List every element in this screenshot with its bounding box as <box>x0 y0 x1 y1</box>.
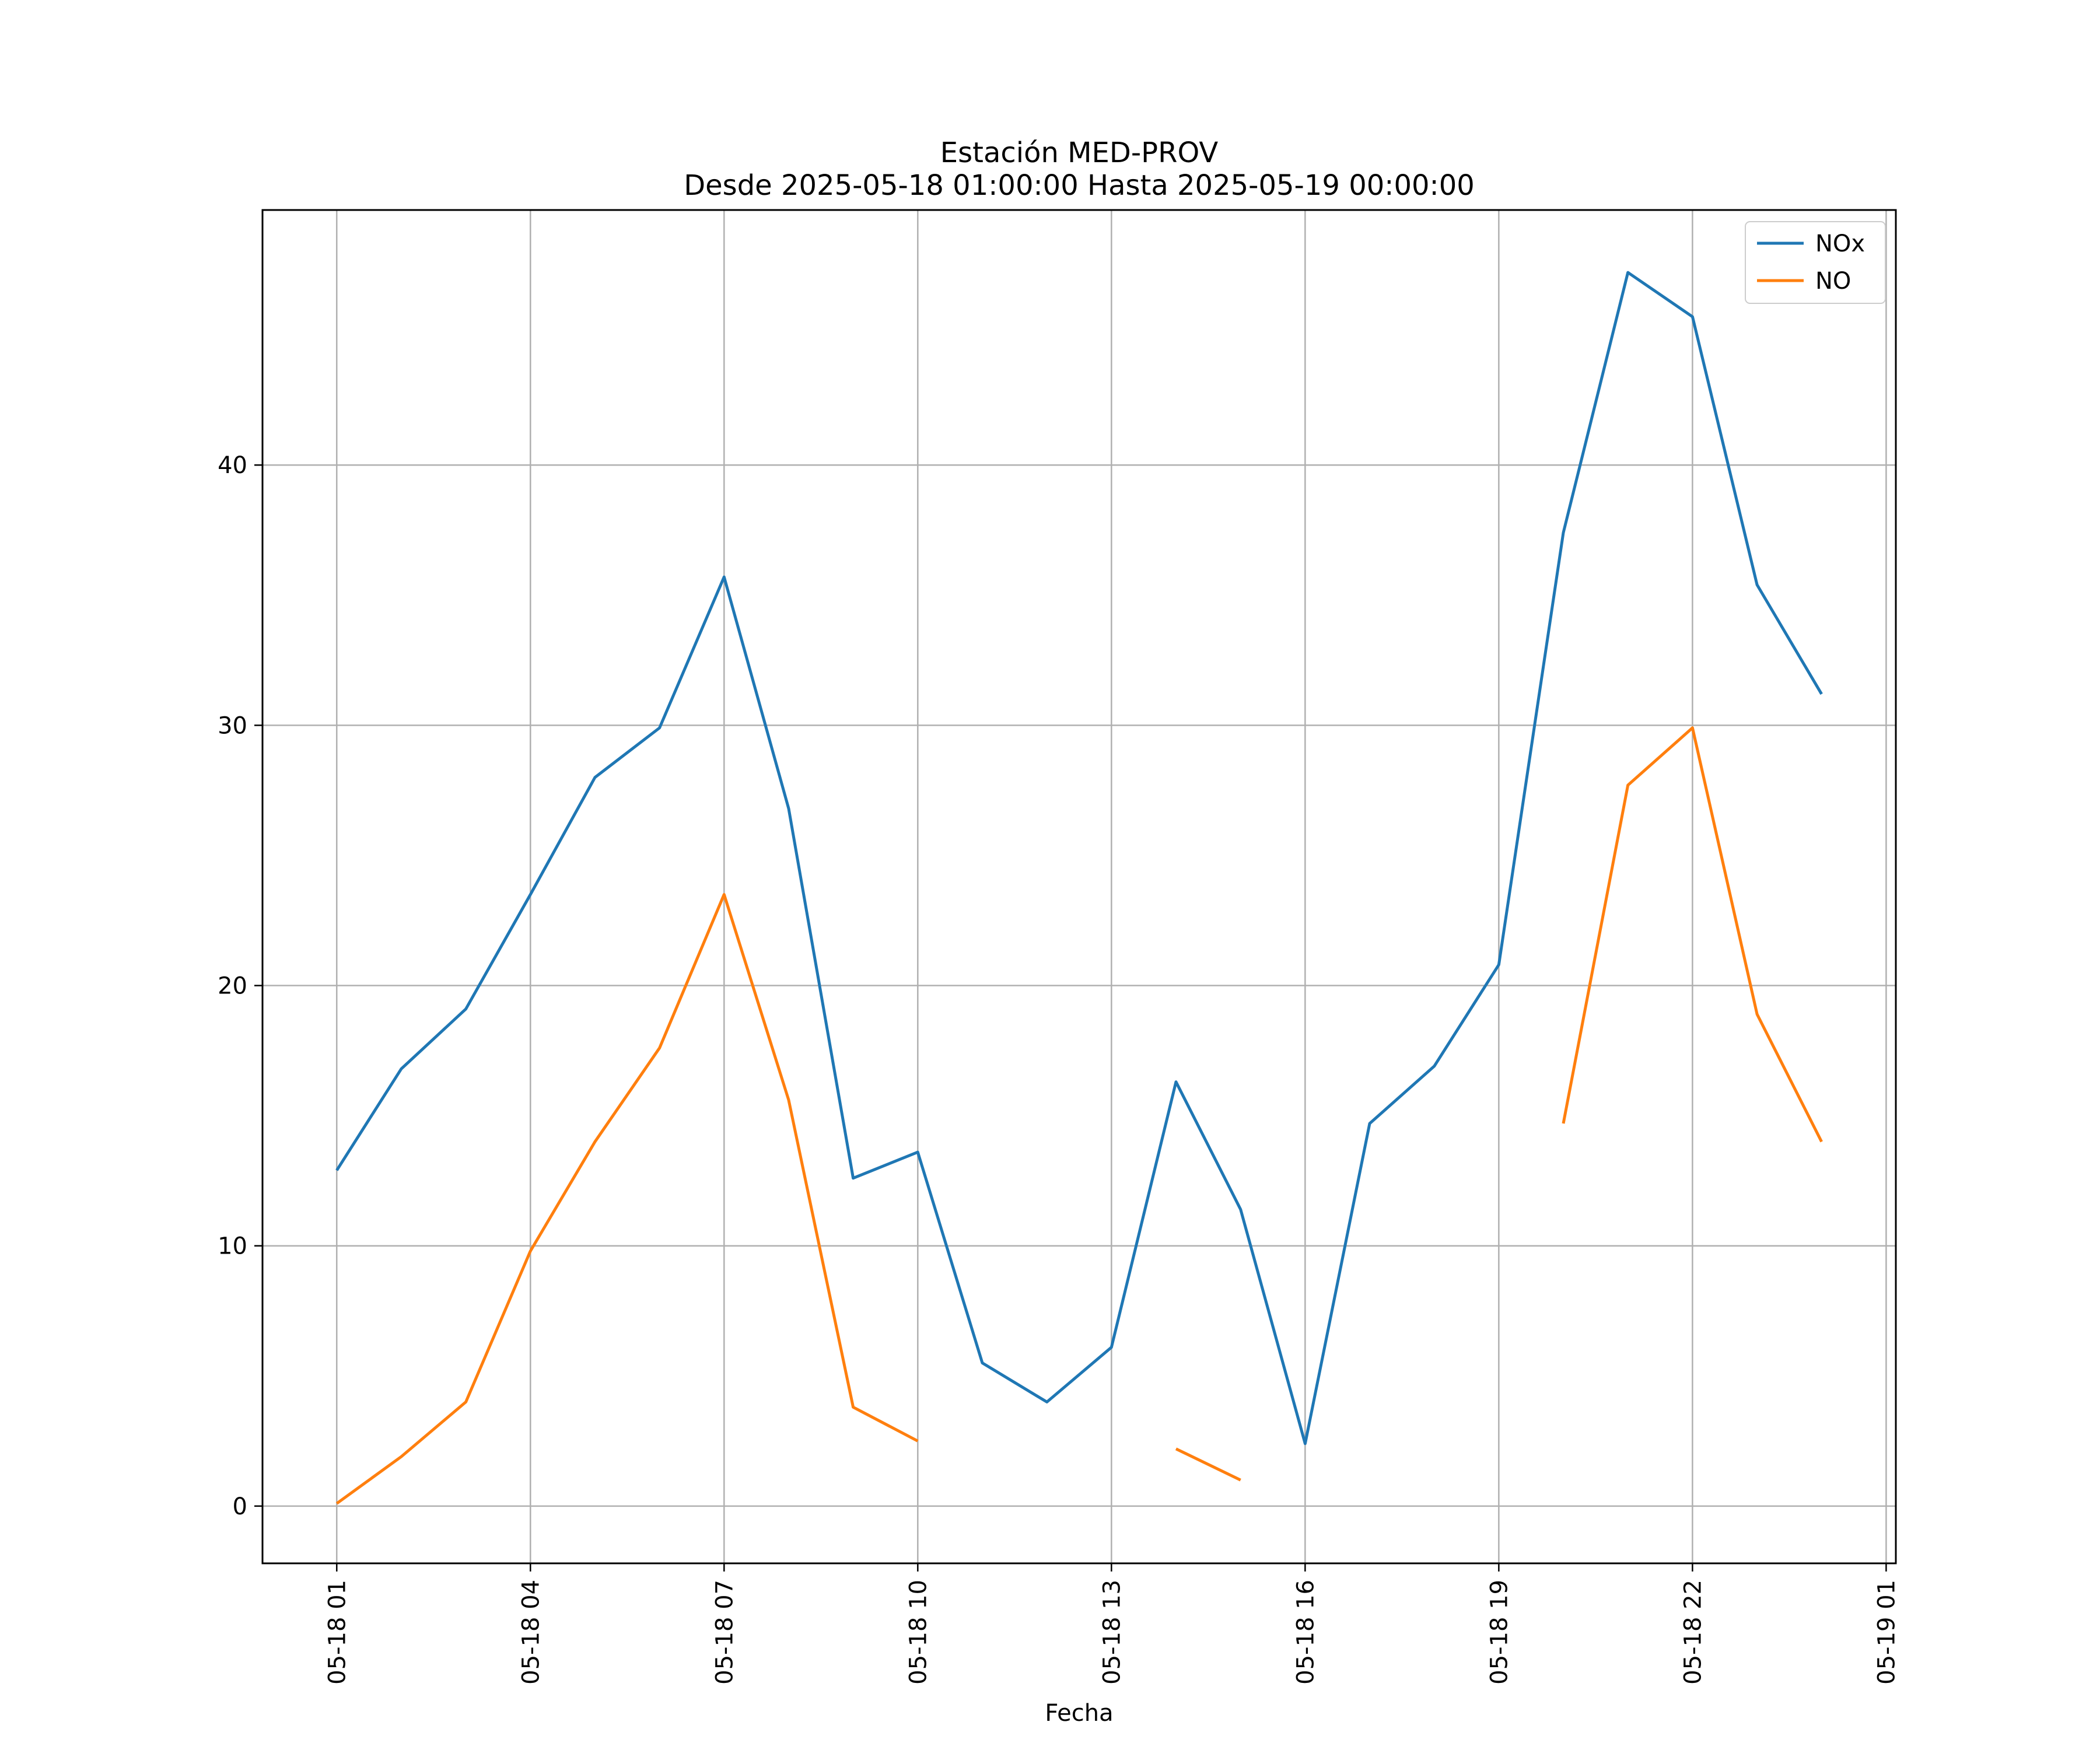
y-tick-label: 30 <box>218 712 247 739</box>
chart-subtitle: Desde 2025-05-18 01:00:00 Hasta 2025-05-… <box>684 169 1475 202</box>
legend: NOx NO <box>1745 221 1886 304</box>
x-tick-label: 05-18 01 <box>324 1580 351 1685</box>
x-tick-label: 05-18 16 <box>1292 1580 1319 1685</box>
series-line-no <box>1175 1447 1241 1482</box>
x-axis-label: Fecha <box>1045 1700 1113 1727</box>
series-line-no <box>335 892 919 1505</box>
x-tick-label: 05-19 01 <box>1873 1580 1900 1685</box>
x-tick-label: 05-18 19 <box>1486 1580 1513 1685</box>
legend-label-nox: NOx <box>1815 230 1865 257</box>
x-tick-label: 05-18 13 <box>1098 1580 1125 1685</box>
x-tick-label: 05-18 10 <box>905 1580 932 1685</box>
y-tick-label: 10 <box>218 1233 247 1260</box>
series-lines <box>335 271 1823 1505</box>
y-tick-label: 40 <box>218 452 247 479</box>
grid-lines <box>262 210 1896 1563</box>
y-tick-label: 20 <box>218 973 247 1000</box>
x-tick-label: 05-18 04 <box>517 1580 544 1685</box>
x-tick-label: 05-18 07 <box>711 1580 738 1685</box>
x-tick-label: 05-18 22 <box>1679 1580 1706 1685</box>
y-axis-ticks: 0 10 20 30 40 <box>218 452 262 1520</box>
legend-label-no: NO <box>1815 268 1851 295</box>
series-line-no <box>1562 726 1823 1143</box>
y-tick-label: 0 <box>233 1493 247 1520</box>
plot-frame <box>261 209 1897 1564</box>
chart-title: Estación MED-PROV <box>940 136 1219 169</box>
series-line-nox <box>335 271 1823 1446</box>
x-axis-ticks: 05-18 01 05-18 04 05-18 07 05-18 10 05-18 13… <box>324 1563 1900 1685</box>
